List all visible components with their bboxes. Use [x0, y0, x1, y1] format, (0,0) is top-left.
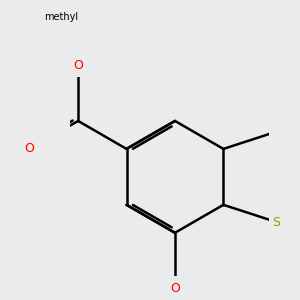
- Text: O: O: [25, 142, 34, 155]
- Text: S: S: [273, 216, 280, 229]
- Text: methyl: methyl: [44, 13, 78, 22]
- Text: O: O: [73, 58, 83, 71]
- Text: O: O: [170, 282, 180, 295]
